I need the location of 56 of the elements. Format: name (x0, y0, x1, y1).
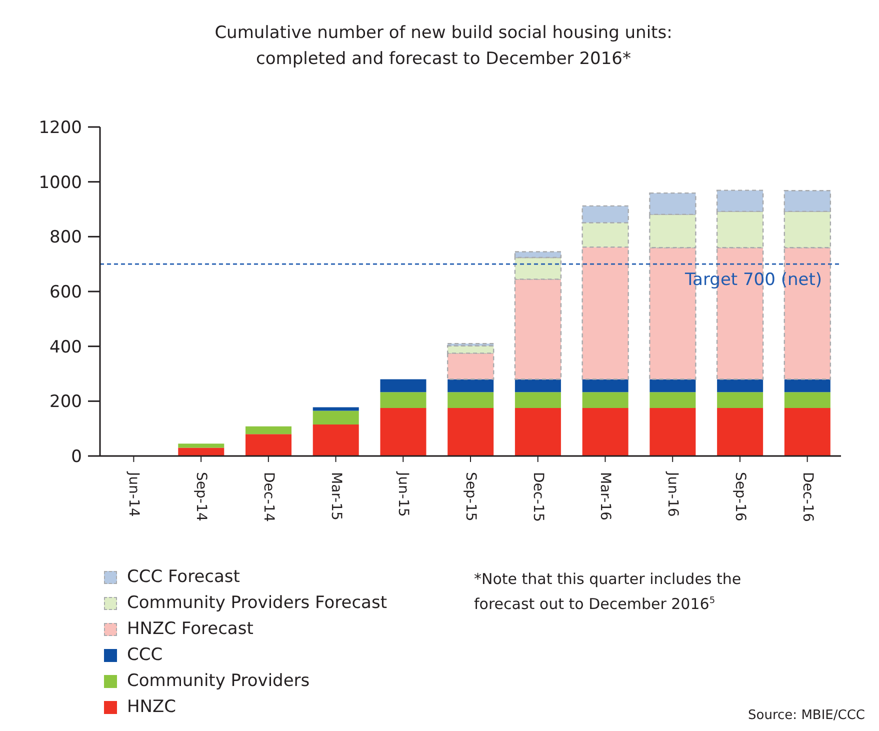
bar (246, 434, 292, 456)
chart-title: Cumulative number of new build social housing units: completed and forecast to December 2016* (214, 22, 674, 71)
text: *Note that this quarter includes the forecast out to December 2016$^{5}$ (474, 570, 742, 613)
bar (650, 408, 696, 456)
x-tick-label: Jun-15 (395, 471, 412, 517)
y-tick-label: 0 (71, 447, 82, 468)
y-tick-label: 800 (50, 228, 82, 248)
bar (582, 379, 628, 392)
bar (380, 392, 426, 408)
bar (582, 408, 628, 456)
legend-label: Community Providers (127, 671, 310, 691)
bar (448, 379, 494, 392)
bar (448, 408, 494, 456)
bar (650, 392, 696, 408)
bar (312, 410, 359, 424)
bar (784, 392, 830, 408)
bar (717, 379, 764, 392)
bar (448, 392, 494, 408)
bar (784, 379, 830, 392)
x-tick-label: Dec-15 (530, 472, 546, 522)
x-tick-label: Jun-14 (126, 471, 142, 517)
bar (178, 448, 224, 456)
y-tick-label: 600 (50, 282, 82, 303)
bar (650, 379, 696, 392)
legend-label: Community Providers Forecast (127, 593, 387, 613)
x-tick-label: Mar-15 (328, 472, 344, 520)
bar (514, 379, 561, 392)
bar (717, 408, 764, 456)
x-tick-label: Sep-15 (462, 472, 478, 522)
bar (312, 407, 359, 411)
legend-label: CCC (127, 645, 163, 665)
bar (784, 408, 830, 456)
y-tick-label: 1200 (38, 118, 82, 138)
y-tick-label: 400 (50, 337, 82, 358)
y-tick-label: 200 (50, 392, 82, 412)
legend-label: HNZC Forecast (127, 619, 254, 639)
source-note: Source: MBIE/CCC (748, 708, 865, 723)
bar (312, 424, 359, 456)
ref-line-label: Target 700 (net) (684, 270, 822, 290)
bar (582, 392, 628, 408)
bar (380, 408, 426, 456)
bar (178, 444, 224, 448)
y-tick-label: 1000 (38, 172, 82, 193)
x-tick-label: Sep-16 (732, 472, 748, 522)
bar (380, 379, 426, 392)
x-tick-label: Jun-16 (664, 471, 681, 517)
bar (514, 408, 561, 456)
legend-label: HNZC (127, 697, 176, 717)
x-tick-label: Sep-14 (193, 472, 210, 522)
bar (246, 426, 292, 434)
bar (717, 392, 764, 408)
bar (514, 392, 561, 408)
x-tick-label: Mar-16 (597, 472, 614, 520)
legend-label: CCC Forecast (127, 567, 240, 587)
x-tick-label: Dec-14 (260, 472, 276, 522)
x-tick-label: Dec-16 (799, 472, 816, 522)
